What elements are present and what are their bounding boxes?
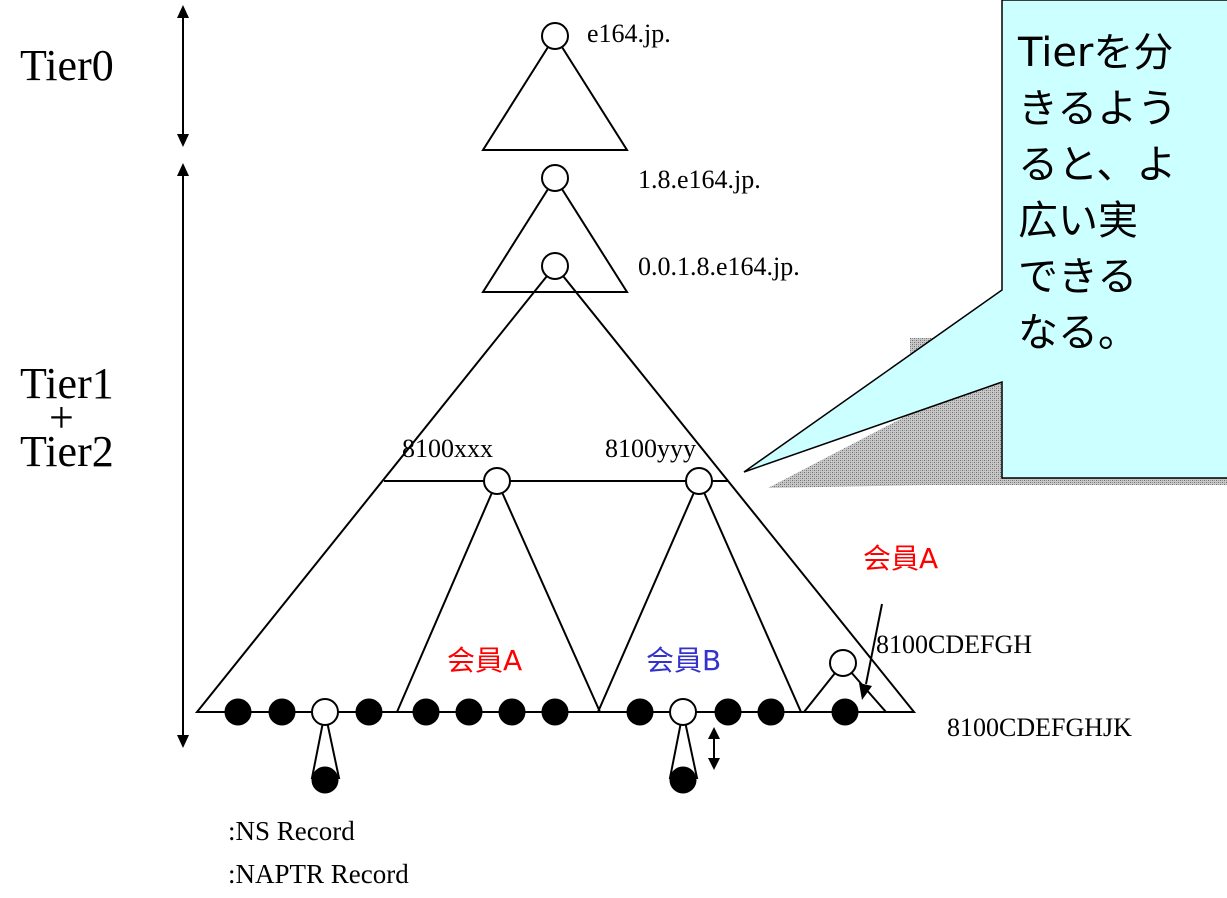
node-bottom-white-left	[311, 698, 339, 726]
callout-line-6: なる。	[1018, 310, 1138, 356]
member-b-label: 会員B	[646, 644, 721, 677]
callout-line-1: Tierを分	[1017, 30, 1173, 76]
naptr-node	[455, 698, 483, 726]
node-level1	[541, 164, 569, 192]
domain-cdefgh-label: 8100CDEFGH	[876, 630, 1032, 659]
domain-root-label: e164.jp.	[587, 19, 671, 48]
node-root	[541, 22, 569, 50]
sub-triangle-xxx	[395, 478, 602, 713]
callout-line-4: 広い実	[1018, 198, 1138, 244]
naptr-node	[626, 698, 654, 726]
legend-naptr-record: :NAPTR Record	[228, 859, 409, 889]
callout-bubble	[743, 0, 1227, 479]
tier0-range-arrow	[177, 5, 189, 147]
naptr-node	[412, 698, 440, 726]
callout-line-3: ると、よ	[1018, 142, 1176, 188]
tier-plus-label: +	[49, 393, 74, 442]
tier1-label: Tier1	[20, 359, 114, 408]
domain-cdefghjk-label: 8100CDEFGHJK	[947, 713, 1132, 742]
callout-text: Tierを分 きるよう ると、よ 広い実 できる なる。	[1017, 30, 1177, 356]
member-a-left-label: 会員A	[447, 644, 522, 677]
naptr-node	[224, 698, 252, 726]
tier0-label: Tier0	[20, 41, 114, 90]
member-labels: 会員A 会員B 会員A	[447, 542, 938, 677]
node-bottom-white-mid	[669, 698, 697, 726]
black-nodes	[224, 698, 859, 794]
node-level2	[541, 252, 569, 280]
white-nodes	[311, 22, 857, 726]
naptr-node	[714, 698, 742, 726]
naptr-node	[355, 698, 383, 726]
tier-labels: Tier0 Tier1 + Tier2	[20, 41, 114, 476]
callout-line-5: できる	[1018, 254, 1137, 300]
legend: :NS Record :NAPTR Record	[228, 816, 409, 889]
tier12-range-arrow	[177, 163, 189, 748]
naptr-node	[831, 698, 859, 726]
callout-line-2: きるよう	[1018, 86, 1177, 132]
node-xxx	[483, 467, 511, 495]
member-a-right-label: 会員A	[863, 542, 938, 575]
legend-ns-record: :NS Record	[228, 816, 355, 846]
mid-triangle	[481, 176, 629, 293]
domain-level2-label: 0.0.1.8.e164.jp.	[638, 252, 800, 281]
domain-level1-label: 1.8.e164.jp.	[638, 165, 761, 194]
tier0-triangle	[481, 34, 629, 151]
naptr-node	[541, 698, 569, 726]
sub-triangle-yyy	[596, 478, 803, 713]
tier2-label: Tier2	[20, 427, 114, 476]
naptr-node	[268, 698, 296, 726]
node-yyy	[685, 467, 713, 495]
cone-height-arrow	[708, 727, 720, 770]
node-cdefgh	[829, 649, 857, 677]
naptr-node-cone-left	[311, 766, 339, 794]
domain-yyy-label: 8100yyy	[605, 434, 696, 463]
naptr-node	[498, 698, 526, 726]
domain-xxx-label: 8100xxx	[402, 434, 493, 463]
naptr-node	[757, 698, 785, 726]
naptr-node-cone-mid	[669, 766, 697, 794]
member-a-pointer-arrow	[859, 603, 883, 700]
main-triangle	[194, 264, 917, 713]
domain-labels: e164.jp. 1.8.e164.jp. 0.0.1.8.e164.jp. 8…	[402, 19, 1132, 742]
